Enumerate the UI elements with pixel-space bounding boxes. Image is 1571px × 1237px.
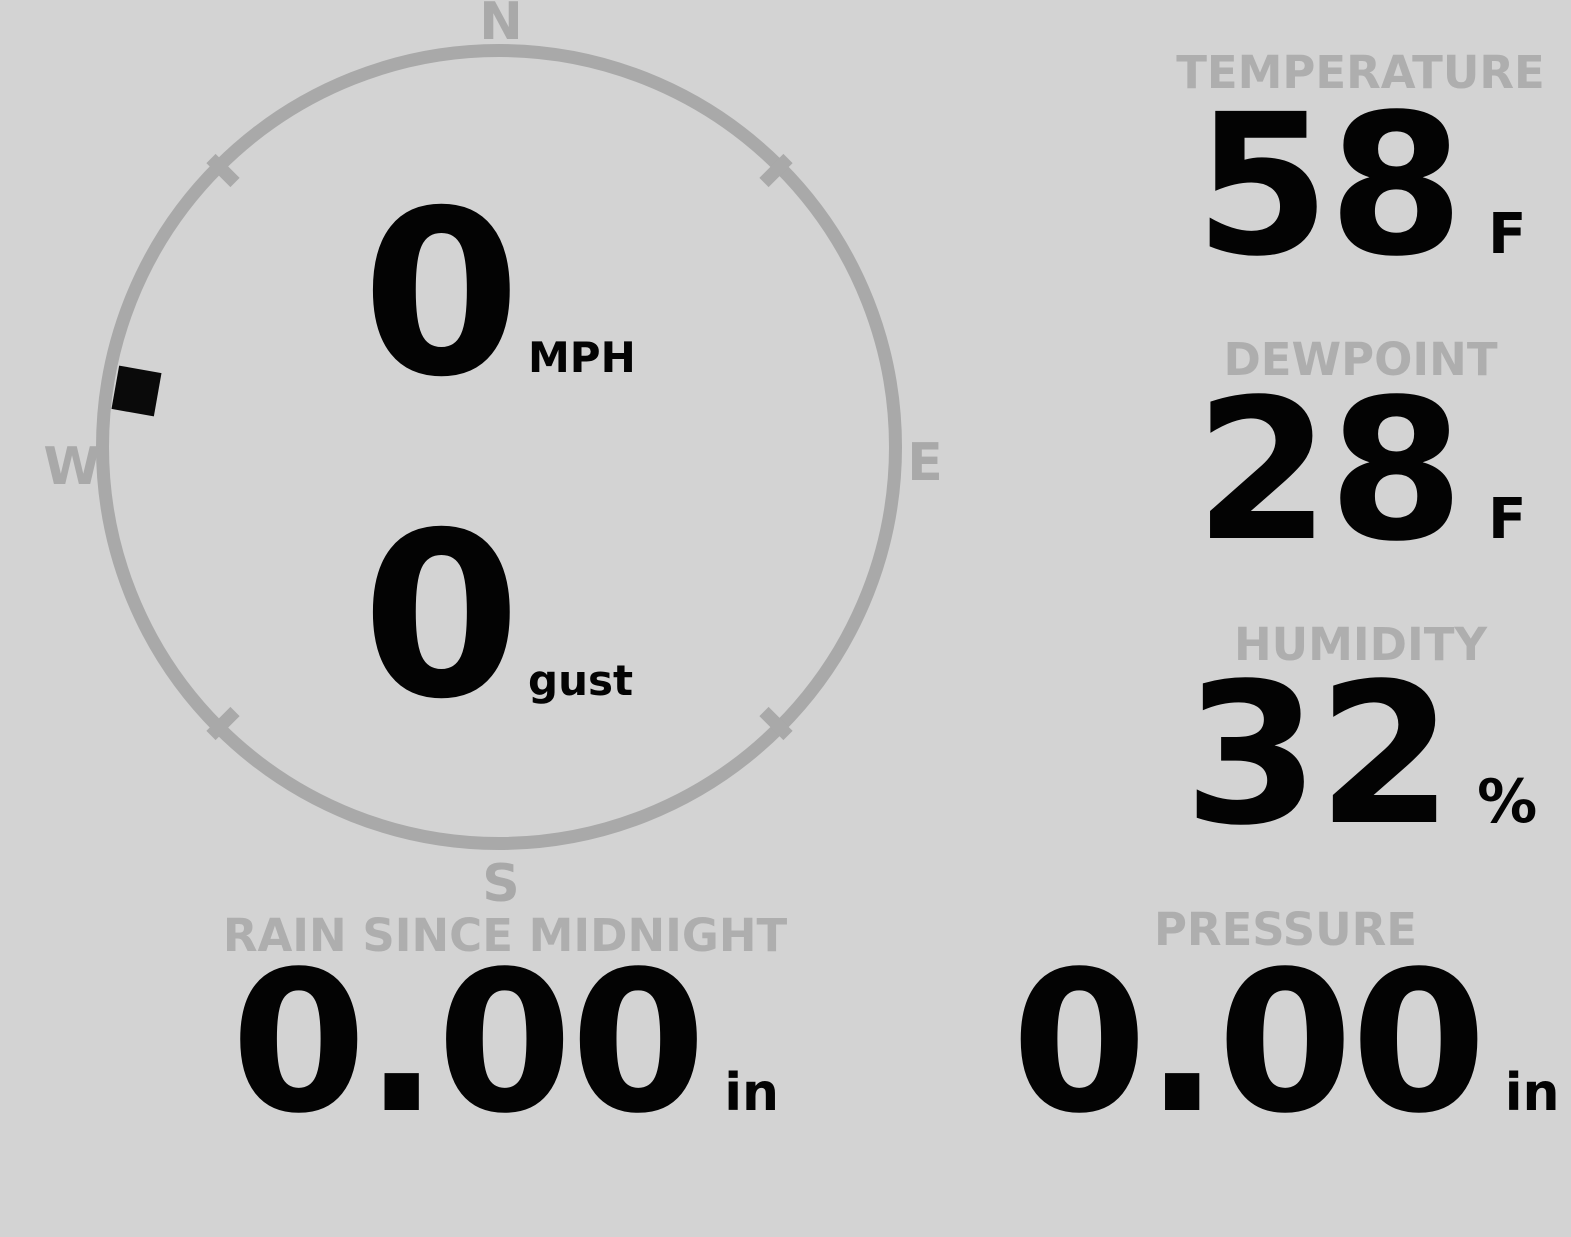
temperature-value: 58 xyxy=(1194,72,1464,299)
compass-label-east: E xyxy=(907,433,943,493)
wind-direction-marker-icon xyxy=(111,365,162,417)
rain-label: RAIN SINCE MIDNIGHT xyxy=(222,909,788,962)
rain-reading: 0.00 in xyxy=(155,945,855,1140)
wind-gust-unit: gust xyxy=(528,656,634,705)
pressure-value: 0.00 xyxy=(1011,929,1486,1156)
dewpoint-unit: F xyxy=(1488,487,1527,552)
compass-label-west: W xyxy=(43,437,101,497)
compass-label-south: S xyxy=(482,854,520,914)
pressure-unit: in xyxy=(1504,1063,1560,1123)
dewpoint-label: DEWPOINT xyxy=(1223,333,1498,386)
dewpoint-reading: 28 F xyxy=(1150,373,1571,568)
humidity-reading: 32 % xyxy=(1150,657,1571,852)
rain-metric-block: RAIN SINCE MIDNIGHT 0.00 in xyxy=(155,0,855,1237)
wind-gust-value: 0 xyxy=(362,483,521,749)
temperature-reading: 58 F xyxy=(1150,88,1571,283)
rain-unit: in xyxy=(724,1063,780,1123)
dewpoint-value: 28 xyxy=(1194,357,1464,584)
pressure-label: PRESSURE xyxy=(1153,903,1418,956)
wind-speed-value: 0 xyxy=(362,161,521,427)
temperature-unit: F xyxy=(1488,202,1527,267)
pressure-metric-block: PRESSURE 0.00 in xyxy=(1000,0,1571,1237)
temperature-label: TEMPERATURE xyxy=(1176,46,1545,99)
humidity-label: HUMIDITY xyxy=(1233,618,1488,671)
humidity-value: 32 xyxy=(1183,641,1453,868)
compass-label-north: N xyxy=(479,0,523,52)
right-metrics-column: TEMPERATURE 58 F DEWPOINT 28 F HUMIDITY … xyxy=(1150,0,1571,900)
humidity-unit: % xyxy=(1477,767,1538,837)
wind-speed-unit: MPH xyxy=(528,333,636,382)
pressure-reading: 0.00 in xyxy=(1000,945,1571,1140)
rain-value: 0.00 xyxy=(230,929,706,1156)
